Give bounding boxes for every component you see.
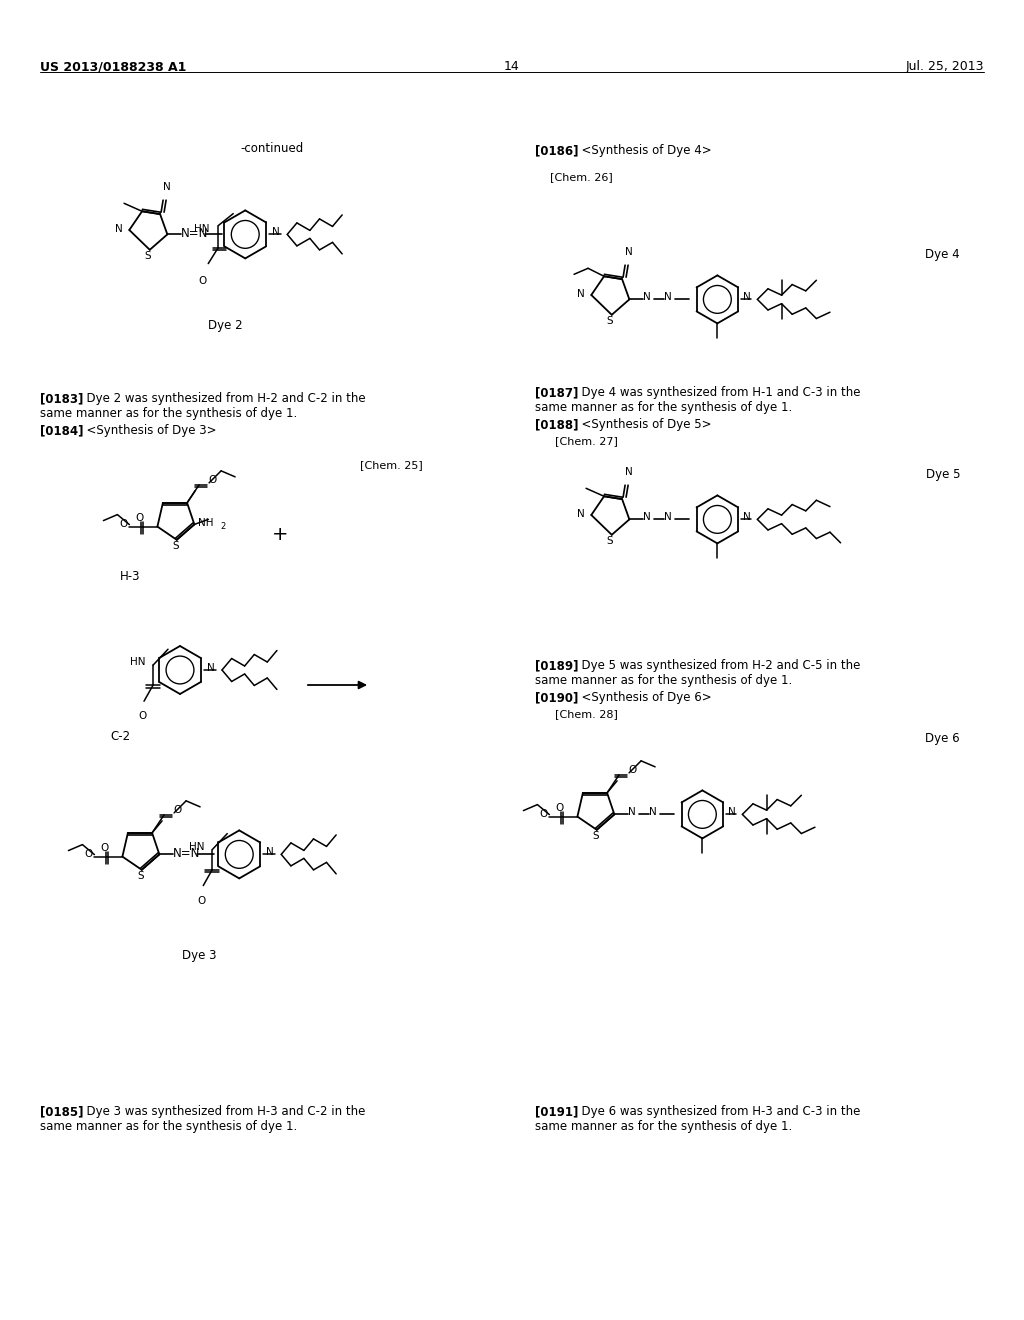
- Text: N: N: [578, 510, 585, 519]
- Text: N=N: N=N: [181, 227, 209, 240]
- Text: US 2013/0188238 A1: US 2013/0188238 A1: [40, 59, 186, 73]
- Text: 14: 14: [504, 59, 520, 73]
- Text: [Chem. 27]: [Chem. 27]: [555, 436, 617, 446]
- Text: Dye 6: Dye 6: [926, 733, 961, 744]
- Text: <Synthesis of Dye 4>: <Synthesis of Dye 4>: [574, 144, 712, 157]
- Text: [0191]: [0191]: [535, 1105, 579, 1118]
- Text: N: N: [578, 289, 585, 300]
- Text: Dye 5 was synthesized from H-2 and C-5 in the: Dye 5 was synthesized from H-2 and C-5 i…: [574, 659, 860, 672]
- Text: same manner as for the synthesis of dye 1.: same manner as for the synthesis of dye …: [535, 675, 793, 686]
- Text: -continued: -continued: [240, 143, 303, 154]
- Text: N: N: [625, 467, 633, 477]
- Text: O: O: [208, 475, 216, 484]
- Text: O: O: [138, 711, 146, 721]
- Text: O: O: [628, 764, 636, 775]
- Text: <Synthesis of Dye 3>: <Synthesis of Dye 3>: [79, 424, 216, 437]
- Text: same manner as for the synthesis of dye 1.: same manner as for the synthesis of dye …: [40, 1119, 297, 1133]
- Text: O: O: [198, 895, 206, 906]
- Text: Jul. 25, 2013: Jul. 25, 2013: [905, 59, 984, 73]
- Text: N: N: [207, 663, 215, 673]
- Text: N: N: [728, 808, 736, 817]
- Text: O: O: [199, 276, 207, 285]
- Text: Dye 2 was synthesized from H-2 and C-2 in the: Dye 2 was synthesized from H-2 and C-2 i…: [79, 392, 366, 405]
- Text: Dye 5: Dye 5: [926, 469, 961, 480]
- Text: Dye 4: Dye 4: [926, 248, 961, 261]
- Text: O: O: [135, 512, 143, 523]
- Text: same manner as for the synthesis of dye 1.: same manner as for the synthesis of dye …: [535, 401, 793, 414]
- Text: same manner as for the synthesis of dye 1.: same manner as for the synthesis of dye …: [40, 407, 297, 420]
- Text: N: N: [643, 293, 651, 302]
- Text: N: N: [163, 182, 171, 193]
- Text: C-2: C-2: [110, 730, 130, 743]
- Text: 2: 2: [220, 523, 225, 532]
- Text: [Chem. 25]: [Chem. 25]: [360, 459, 423, 470]
- Text: N=N: N=N: [173, 847, 201, 861]
- Text: <Synthesis of Dye 5>: <Synthesis of Dye 5>: [574, 418, 712, 432]
- Text: S: S: [593, 830, 599, 841]
- Text: N: N: [665, 293, 672, 302]
- Text: N: N: [665, 512, 672, 523]
- Text: O: O: [100, 842, 109, 853]
- Text: S: S: [144, 251, 152, 261]
- Text: [0183]: [0183]: [40, 392, 83, 405]
- Text: [0189]: [0189]: [535, 659, 579, 672]
- Text: Dye 3 was synthesized from H-3 and C-2 in the: Dye 3 was synthesized from H-3 and C-2 i…: [79, 1105, 366, 1118]
- Text: <Synthesis of Dye 6>: <Synthesis of Dye 6>: [574, 690, 712, 704]
- Text: [0186]: [0186]: [535, 144, 579, 157]
- Text: N: N: [272, 227, 280, 238]
- Text: N: N: [629, 808, 636, 817]
- Text: O: O: [555, 803, 563, 813]
- Text: S: S: [173, 541, 179, 550]
- Text: [0184]: [0184]: [40, 424, 84, 437]
- Text: [0188]: [0188]: [535, 418, 579, 432]
- Text: O: O: [84, 849, 92, 858]
- Text: O: O: [120, 519, 128, 528]
- Text: N: N: [625, 247, 633, 257]
- Text: S: S: [607, 536, 613, 545]
- Text: Dye 4 was synthesized from H-1 and C-3 in the: Dye 4 was synthesized from H-1 and C-3 i…: [574, 385, 860, 399]
- Text: O: O: [540, 809, 548, 818]
- Text: N: N: [743, 512, 752, 523]
- Text: HN: HN: [195, 223, 210, 234]
- Text: [Chem. 26]: [Chem. 26]: [550, 172, 612, 182]
- Text: H-3: H-3: [120, 570, 140, 583]
- Text: O: O: [173, 805, 181, 814]
- Text: HN: HN: [130, 657, 145, 667]
- Text: +: +: [271, 525, 288, 544]
- Text: N: N: [116, 224, 123, 234]
- Text: [0185]: [0185]: [40, 1105, 84, 1118]
- Text: N: N: [266, 847, 274, 858]
- Text: N: N: [643, 512, 651, 523]
- Text: N: N: [743, 293, 752, 302]
- Text: same manner as for the synthesis of dye 1.: same manner as for the synthesis of dye …: [535, 1119, 793, 1133]
- Text: S: S: [607, 315, 613, 326]
- Text: HN: HN: [189, 842, 205, 851]
- Text: [0187]: [0187]: [535, 385, 579, 399]
- Text: [0190]: [0190]: [535, 690, 579, 704]
- Text: N: N: [649, 808, 657, 817]
- Text: Dye 6 was synthesized from H-3 and C-3 in the: Dye 6 was synthesized from H-3 and C-3 i…: [574, 1105, 860, 1118]
- Text: Dye 3: Dye 3: [182, 949, 216, 962]
- Text: Dye 2: Dye 2: [208, 319, 243, 333]
- Text: S: S: [138, 871, 144, 880]
- Text: [Chem. 28]: [Chem. 28]: [555, 709, 617, 719]
- Text: NH: NH: [199, 519, 214, 528]
